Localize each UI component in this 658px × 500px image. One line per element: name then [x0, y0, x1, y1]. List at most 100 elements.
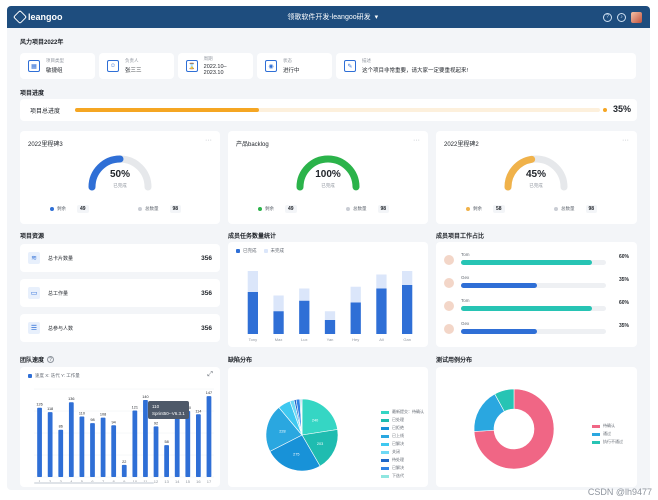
legend-swatch	[381, 434, 389, 438]
remaining-value: 49	[285, 205, 297, 213]
legend-label: 已上线	[392, 433, 404, 438]
progress-percent: 35%	[612, 104, 631, 114]
x-tick-label: Max	[275, 337, 283, 342]
legend-item[interactable]: 通过	[592, 431, 623, 437]
project-switcher[interactable]: 领歌软件开发-leangoo研发 ▾	[287, 12, 378, 22]
legend-label: 下迭代	[392, 473, 404, 478]
legend-item[interactable]: 待处理	[381, 457, 424, 463]
member-task-chart: Tony Max Lux Yan Hey Ali Gan	[247, 271, 413, 342]
velocity-bar	[37, 407, 42, 477]
legend-item[interactable]: 最新提交：待确认	[381, 409, 424, 415]
more-icon[interactable]: ···	[205, 137, 212, 144]
info-icon[interactable]: ?	[47, 356, 55, 363]
remaining-dot	[466, 207, 470, 211]
info-value: 张三三	[125, 68, 142, 74]
x-tick-label: 14	[175, 479, 180, 484]
x-tick-label: 4	[70, 479, 73, 484]
total-label: 总数量	[145, 206, 159, 211]
legend-item[interactable]: 执行不通过	[592, 439, 623, 445]
legend-label: 待处理	[392, 457, 404, 462]
more-icon[interactable]: ···	[622, 137, 629, 144]
velocity-bar	[58, 429, 64, 477]
help-icon[interactable]: ?	[603, 12, 612, 22]
workload-row: Tom 60%	[444, 297, 629, 315]
remaining-label: 剩余	[57, 206, 66, 211]
bar-value-label: 58	[165, 440, 169, 444]
info-value: 2022.10–2023.10	[203, 64, 227, 76]
defect-slice	[301, 398, 338, 436]
velocity-bar	[196, 414, 201, 477]
legend-item[interactable]: 已处理	[381, 417, 424, 423]
resource-card[interactable]: ☰ 总参与人数 356	[20, 314, 220, 342]
defect-slice	[300, 398, 303, 436]
member-name: Gex	[461, 321, 470, 326]
x-tick-label: 6	[91, 479, 94, 484]
milestone-gauge-card: 2022里程碑3 ··· 50% 已完成 剩余 49 总数量 98	[20, 131, 220, 224]
legend-item[interactable]: 已解决	[381, 441, 424, 447]
x-tick-label: 15	[186, 479, 191, 484]
total-label: 总数量	[561, 206, 575, 211]
testcases-donut-chart	[473, 388, 555, 470]
document-icon: ☰	[28, 322, 40, 334]
avatar[interactable]	[631, 11, 642, 23]
member-avatar	[444, 301, 454, 311]
watermark: CSDN @lh9477	[587, 487, 652, 497]
gauge-subtitle: 已完成	[113, 183, 127, 188]
workload-section-title: 成员项目工作占比	[436, 234, 485, 240]
velocity-bar	[90, 423, 95, 477]
bar-value-label: 108	[100, 413, 106, 417]
bar-done	[247, 292, 258, 334]
remaining-label: 剩余	[473, 206, 482, 211]
info-label: 周期	[203, 56, 213, 61]
velocity-tooltip: 110 Sprint50--V6.3.1	[148, 401, 189, 419]
milestone-gauge-card: 2022里程碑2 ··· 45% 已完成 剩余 58 总数量 98	[436, 131, 637, 224]
x-tick-label: 5	[81, 479, 84, 484]
legend-item[interactable]: 已上线	[381, 433, 424, 439]
x-tick-label: 12	[154, 479, 159, 484]
legend-todo-label: 未完成	[270, 248, 285, 253]
legend-item[interactable]: 已解决	[381, 465, 424, 471]
logo[interactable]: leangoo	[12, 9, 63, 25]
legend-item[interactable]: 已拒绝	[381, 425, 424, 431]
workload-percent: 35%	[618, 323, 629, 329]
legend-item[interactable]: 待确认	[592, 423, 623, 429]
resource-card[interactable]: ≋ 总卡片数量 356	[20, 244, 220, 272]
legend-swatch	[381, 418, 389, 422]
total-value: 98	[169, 205, 182, 213]
testcase-slice	[494, 388, 515, 412]
legend-swatch	[381, 458, 389, 462]
info-label: 项目类型	[46, 58, 64, 63]
info-label: 描述	[362, 58, 371, 63]
bar-value-label: 110	[79, 412, 85, 416]
velocity-section-title: 团队速度	[20, 358, 45, 364]
project-info-card: ☺ 负责人 张三三	[99, 53, 174, 79]
bar-value-label: 98	[90, 418, 94, 422]
bar-todo	[402, 271, 413, 285]
velocity-bar	[47, 412, 53, 477]
workload-card: Tom 60% Gex 35% Tom 60% Gex 35%	[436, 242, 637, 347]
expand-icon[interactable]: ⤢	[207, 371, 213, 378]
progress-track	[75, 108, 600, 112]
legend-item[interactable]: 下迭代	[381, 473, 424, 479]
project-section-title: 风力项目2022年	[20, 40, 64, 46]
gauge-title: 2022里程碑2	[444, 142, 479, 148]
workload-row: Gex 35%	[444, 274, 629, 292]
gauge-subtitle: 已完成	[529, 183, 543, 188]
bar-value-label: 140	[142, 395, 148, 399]
resource-value: 356	[201, 289, 212, 297]
logo-text: leangoo	[28, 12, 63, 22]
legend-item[interactable]: 关闭	[381, 449, 424, 455]
testcases-section-title: 测试用例分布	[436, 358, 473, 364]
x-tick-label: Tony	[249, 337, 257, 342]
remaining-dot	[50, 207, 54, 211]
velocity-bar	[121, 464, 127, 477]
more-icon[interactable]: ···	[413, 137, 420, 144]
x-tick-label: Hey	[352, 337, 359, 342]
x-tick-label: 3	[60, 479, 63, 484]
legend-swatch	[381, 450, 389, 454]
scrollbar	[34, 482, 154, 484]
bell-icon[interactable]: ♪	[617, 12, 626, 22]
legend-done-swatch	[236, 249, 240, 253]
resource-card[interactable]: ▭ 总工作量 356	[20, 279, 220, 307]
legend-swatch	[381, 426, 389, 430]
